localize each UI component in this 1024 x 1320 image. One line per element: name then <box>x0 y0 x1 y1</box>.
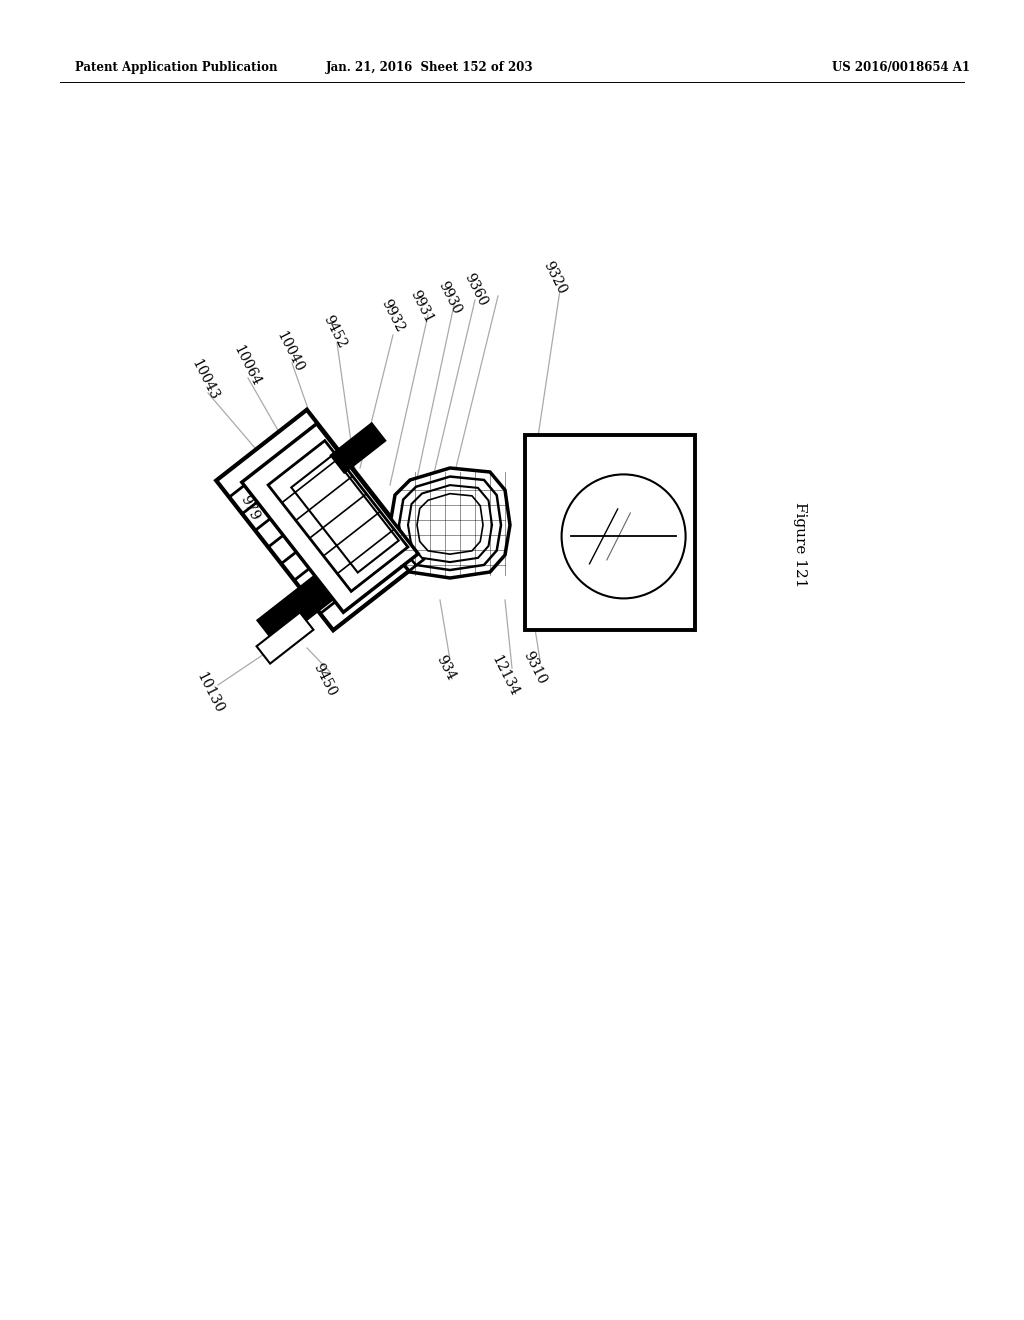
Text: 979: 979 <box>238 494 262 523</box>
Polygon shape <box>331 424 385 473</box>
Polygon shape <box>390 469 510 578</box>
Polygon shape <box>291 455 398 573</box>
Text: 9930: 9930 <box>436 280 464 317</box>
Text: 10043: 10043 <box>188 358 221 403</box>
Text: 10130: 10130 <box>194 671 226 715</box>
Text: Jan. 21, 2016  Sheet 152 of 203: Jan. 21, 2016 Sheet 152 of 203 <box>327 62 534 74</box>
Text: 9360: 9360 <box>462 271 490 309</box>
Text: 10040: 10040 <box>273 329 306 375</box>
Circle shape <box>561 474 686 598</box>
Text: Figure 121: Figure 121 <box>793 502 807 587</box>
Polygon shape <box>417 494 483 554</box>
Bar <box>525 436 695 630</box>
Text: 9452: 9452 <box>321 313 349 351</box>
Polygon shape <box>216 409 424 630</box>
Text: Patent Application Publication: Patent Application Publication <box>75 62 278 74</box>
Polygon shape <box>257 576 333 644</box>
Text: 9310: 9310 <box>521 649 549 686</box>
Polygon shape <box>399 477 501 570</box>
Text: 9931: 9931 <box>408 288 436 326</box>
Text: 12134: 12134 <box>488 653 521 698</box>
Polygon shape <box>257 612 313 664</box>
Polygon shape <box>408 486 492 562</box>
Text: 934: 934 <box>434 653 458 682</box>
Polygon shape <box>268 441 408 591</box>
Text: US 2016/0018654 A1: US 2016/0018654 A1 <box>831 62 970 74</box>
Polygon shape <box>242 424 418 612</box>
Text: 9932: 9932 <box>379 297 408 335</box>
Text: 9320: 9320 <box>541 259 569 297</box>
Text: 10064: 10064 <box>230 343 263 389</box>
Text: 9450: 9450 <box>311 661 339 698</box>
